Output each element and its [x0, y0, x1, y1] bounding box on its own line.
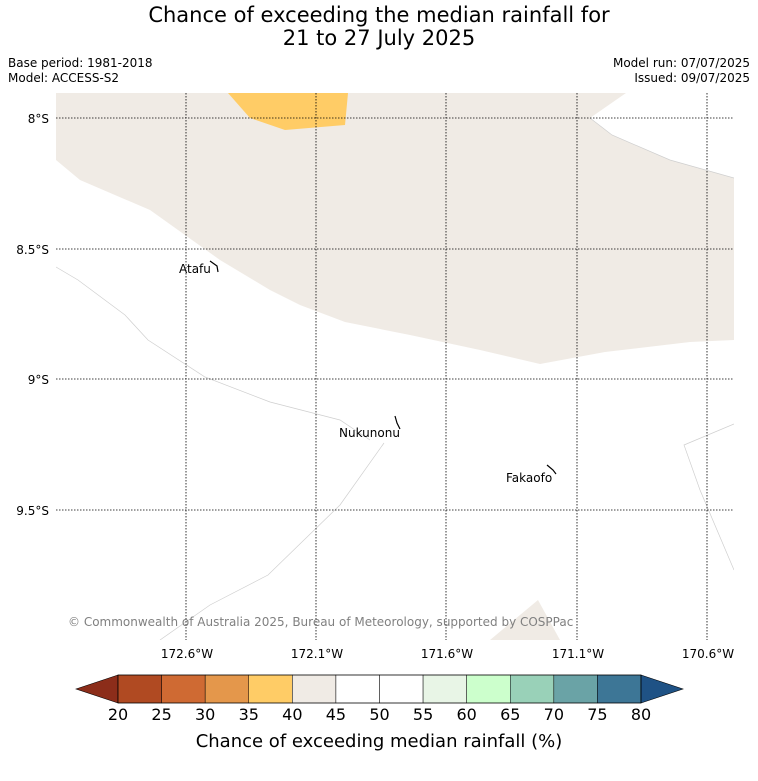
colorbar: 20 25 30 35 40 45 50 55 60 65 70 75 80 Chance of exc…	[75, 674, 684, 752]
title-line-1: Chance of exceeding the median rainfall …	[148, 3, 610, 27]
lon-label: 172.1°W	[291, 647, 343, 661]
colorbar-cell	[379, 674, 424, 704]
colorbar-tick-label: 45	[326, 705, 346, 724]
colorbar-cell	[553, 674, 598, 704]
colorbar-cells	[117, 674, 642, 704]
lon-label: 172.6°W	[161, 647, 213, 661]
colorbar-tick-label: 80	[631, 705, 651, 724]
colorbar-tick-label: 35	[239, 705, 259, 724]
probability-band-40-45-south	[490, 600, 560, 640]
lat-label: 9°S	[28, 373, 49, 387]
colorbar-cell	[248, 674, 293, 704]
colorbar-tick-label: 55	[413, 705, 433, 724]
model-run: Model run: 07/07/2025	[612, 56, 750, 70]
colorbar-ticks: 20 25 30 35 40 45 50 55 60 65 70 75 80	[108, 705, 651, 724]
lon-label: 170.6°W	[682, 647, 734, 661]
lon-label: 171.6°W	[421, 647, 473, 661]
title-line-2: 21 to 27 July 2025	[282, 26, 476, 50]
colorbar-tick-label: 20	[108, 705, 128, 724]
colorbar-cell	[161, 674, 206, 704]
colorbar-cell	[292, 674, 337, 704]
colorbar-cell	[510, 674, 555, 704]
lat-label: 8°S	[28, 112, 49, 126]
colorbar-cell	[466, 674, 511, 704]
colorbar-label: Chance of exceeding median rainfall (%)	[196, 731, 563, 752]
issued-date: Issued: 09/07/2025	[634, 71, 750, 85]
issue-info: Model run: 07/07/2025 Issued: 09/07/2025	[613, 56, 750, 86]
colorbar-extend-low	[75, 674, 119, 704]
longitude-labels: 172.6°W 172.1°W 171.6°W 171.1°W 170.6°W	[161, 647, 734, 661]
atoll-outlines	[209, 260, 557, 475]
graticule	[56, 93, 734, 640]
nukunonu-atoll-icon	[394, 415, 401, 430]
colorbar-tick-label: 40	[282, 705, 302, 724]
place-label-atafu: Atafu	[179, 262, 211, 276]
map-area: Atafu Nukunonu Fakaofo © Commonwealth of…	[56, 93, 734, 640]
colorbar-cell	[597, 674, 642, 704]
colorbar-tick-label: 65	[500, 705, 520, 724]
colorbar-tick-label: 70	[544, 705, 564, 724]
probability-band-35-40	[228, 93, 348, 130]
colorbar-tick-label: 75	[587, 705, 607, 724]
contour-lines	[56, 117, 734, 640]
colorbar-frame	[117, 674, 642, 704]
colorbar-cell	[117, 674, 162, 704]
colorbar-cell	[335, 674, 380, 704]
lon-label: 171.1°W	[552, 647, 604, 661]
lat-label: 8.5°S	[16, 243, 49, 257]
probability-band-40-45	[56, 93, 734, 364]
base-period: Base period: 1981-2018	[8, 56, 153, 70]
colorbar-tick-label: 60	[456, 705, 476, 724]
atafu-atoll-icon	[209, 260, 219, 273]
colorbar-cell	[204, 674, 250, 704]
colorbar-tick-label: 25	[151, 705, 171, 724]
model-name: Model: ACCESS-S2	[8, 71, 120, 85]
colorbar-tick-label: 50	[369, 705, 389, 724]
copyright-notice: © Commonwealth of Australia 2025, Bureau…	[68, 615, 573, 629]
place-label-fakaofo: Fakaofo	[506, 471, 552, 485]
colorbar-tick-label: 30	[195, 705, 215, 724]
fakaofo-atoll-icon	[546, 464, 557, 475]
latitude-labels: 8°S 8.5°S 9°S 9.5°S	[16, 112, 49, 518]
colorbar-extend-high	[640, 674, 684, 704]
base-info: Base period: 1981-2018 Model: ACCESS-S2	[8, 56, 153, 86]
lat-label: 9.5°S	[16, 504, 49, 518]
colorbar-cell	[422, 674, 467, 704]
map-title: Chance of exceeding the median rainfall …	[0, 4, 758, 50]
place-label-nukunonu: Nukunonu	[339, 426, 400, 440]
